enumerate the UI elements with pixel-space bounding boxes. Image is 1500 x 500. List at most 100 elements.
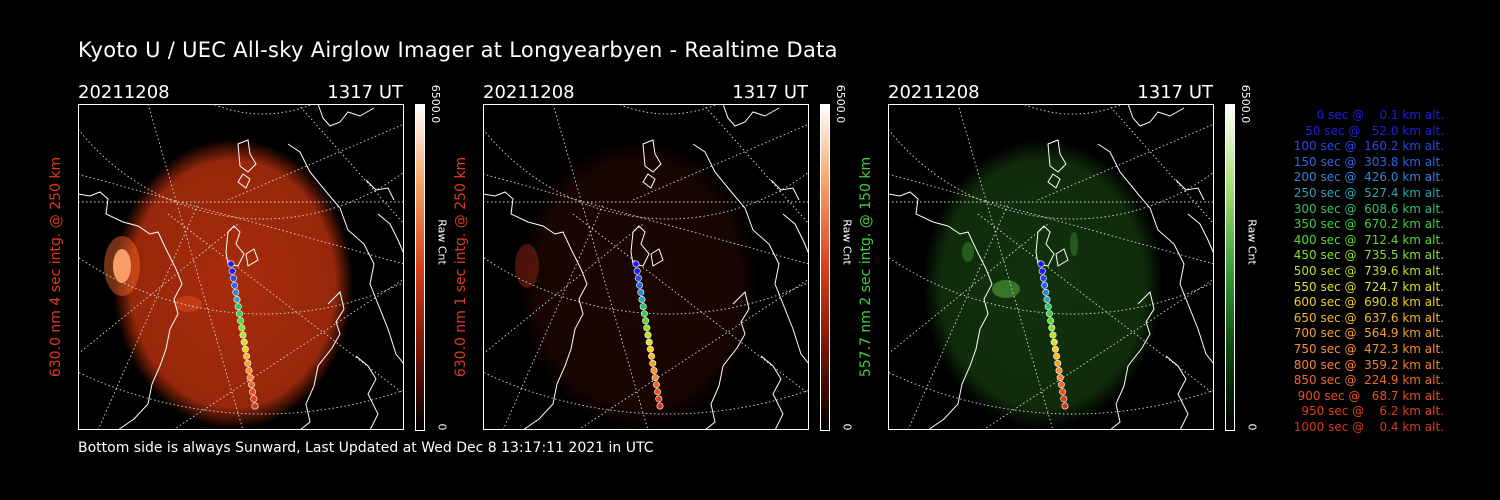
colorbar	[1225, 104, 1235, 431]
coastline	[317, 104, 375, 127]
colorbar-max: 6500.0	[429, 84, 442, 124]
trajectory-point-800s	[1056, 374, 1064, 382]
trajectory-point-900s	[1059, 388, 1067, 396]
legend-entry: 100 sec @ 160.2 km alt.	[1293, 139, 1444, 154]
coastline	[377, 213, 404, 255]
panel-date: 20211208	[483, 82, 575, 103]
panel-time: 1317 UT	[327, 82, 403, 103]
trajectory-point-550s	[1050, 338, 1058, 346]
trajectory-point-200s	[1042, 288, 1050, 296]
trajectory-point-500s	[644, 331, 652, 339]
coastline	[237, 139, 257, 173]
trajectory-point-100s	[634, 274, 642, 282]
trajectory-point-150s	[231, 281, 239, 289]
trajectory-point-350s	[1045, 310, 1053, 318]
trajectory-point-250s	[638, 296, 646, 304]
legend-entry: 200 sec @ 426.0 km alt.	[1293, 170, 1444, 185]
trajectory-point-950s	[250, 395, 258, 403]
coastline	[630, 225, 650, 267]
trajectory-point-0s	[1037, 260, 1045, 268]
coastline	[722, 104, 780, 127]
page-title: Kyoto U / UEC All-sky Airglow Imager at …	[78, 38, 838, 62]
trajectory-point-400s	[642, 317, 650, 325]
panel-time: 1317 UT	[1137, 82, 1213, 103]
legend-entry: 400 sec @ 712.4 km alt.	[1293, 232, 1444, 247]
panel-date: 20211208	[78, 82, 170, 103]
panel-wavelength-label: 630.0 nm 1 sec intg. @ 250 km	[453, 156, 469, 378]
allsky-map	[888, 104, 1214, 430]
coastline	[1175, 179, 1205, 201]
trajectory-point-100s	[229, 274, 237, 282]
coastline	[650, 248, 664, 267]
trajectory-point-300s	[1044, 303, 1052, 311]
trajectory-point-700s	[1054, 359, 1062, 367]
trajectory-point-650s	[1053, 352, 1061, 360]
legend-entry: 350 sec @ 670.2 km alt.	[1293, 217, 1444, 232]
coastline	[299, 291, 345, 430]
legend-entry: 250 sec @ 527.4 km alt.	[1293, 185, 1444, 200]
trajectory-point-550s	[240, 338, 248, 346]
legend-entry: 600 sec @ 690.8 km alt.	[1293, 295, 1444, 310]
legend-entry: 300 sec @ 608.6 km alt.	[1293, 201, 1444, 216]
allsky-map-svg	[888, 104, 1214, 430]
coastline	[365, 179, 395, 201]
trajectory-point-850s	[1057, 381, 1065, 389]
colorbar-max: 6500.0	[1239, 84, 1252, 124]
colorbar-min: 0	[1245, 423, 1259, 431]
map-frame	[78, 104, 404, 430]
trajectory-point-0s	[227, 260, 235, 268]
aurora-patch	[962, 242, 974, 262]
aurora-patch	[174, 296, 202, 312]
trajectory-point-450s	[238, 324, 246, 332]
trajectory-point-150s	[636, 281, 644, 289]
trajectory-point-250s	[233, 296, 241, 304]
coastline	[1047, 173, 1061, 189]
coastline	[1187, 213, 1214, 255]
trajectory-point-100s	[1039, 274, 1047, 282]
legend-entry: 900 sec @ 68.7 km alt.	[1297, 388, 1444, 403]
legend-entry: 950 sec @ 6.2 km alt.	[1301, 404, 1444, 419]
trajectory-point-750s	[650, 366, 658, 374]
panel-wavelength-label: 630.0 nm 4 sec intg. @ 250 km	[48, 156, 64, 378]
coastline	[642, 139, 662, 173]
coastline	[642, 173, 656, 189]
aurora-patch	[1070, 232, 1078, 256]
footer-note: Bottom side is always Sunward, Last Upda…	[78, 440, 654, 456]
legend-entry: 550 sec @ 724.7 km alt.	[1293, 279, 1444, 294]
trajectory-point-300s	[234, 303, 242, 311]
image-panel-2: 20211208 1317 UT 630.0 nm 1 sec intg. @ 25…	[453, 82, 933, 432]
trajectory-point-800s	[651, 374, 659, 382]
trajectory-point-50s	[1038, 267, 1046, 275]
trajectory-point-600s	[241, 345, 249, 353]
aurora-patch	[992, 280, 1020, 298]
panel-date: 20211208	[888, 82, 980, 103]
map-frame	[888, 104, 1214, 430]
coastline	[355, 355, 379, 430]
trajectory-point-200s	[637, 288, 645, 296]
trajectory-point-500s	[239, 331, 247, 339]
trajectory-point-600s	[646, 345, 654, 353]
trajectory-point-0s	[632, 260, 640, 268]
aurora-bright-spot	[113, 249, 131, 283]
legend-entry: 800 sec @ 359.2 km alt.	[1293, 357, 1444, 372]
legend-entry: 0 sec @ 0.1 km alt.	[1316, 108, 1444, 122]
trajectory-point-850s	[652, 381, 660, 389]
trajectory-point-750s	[245, 366, 253, 374]
legend-entry: 650 sec @ 637.6 km alt.	[1293, 310, 1444, 325]
colorbar-label: Raw Cnt	[840, 219, 854, 265]
trajectory-legend: 0 sec @ 0.1 km alt. 50 sec @ 52.0 km alt.…	[1262, 108, 1444, 435]
trajectory-point-250s	[1043, 296, 1051, 304]
legend-entry: 1000 sec @ 0.4 km alt.	[1293, 419, 1444, 434]
allsky-map-svg	[78, 104, 404, 430]
coastline	[237, 173, 251, 189]
coastline	[78, 191, 183, 430]
trajectory-point-400s	[1047, 317, 1055, 325]
colorbar-max: 6500.0	[834, 84, 847, 124]
trajectory-point-300s	[639, 303, 647, 311]
trajectory-point-1000s	[656, 402, 664, 410]
map-frame	[483, 104, 809, 430]
aurora-glow	[515, 244, 539, 288]
colorbar-label: Raw Cnt	[1245, 219, 1259, 265]
trajectory-point-600s	[1051, 345, 1059, 353]
trajectory-point-950s	[655, 395, 663, 403]
